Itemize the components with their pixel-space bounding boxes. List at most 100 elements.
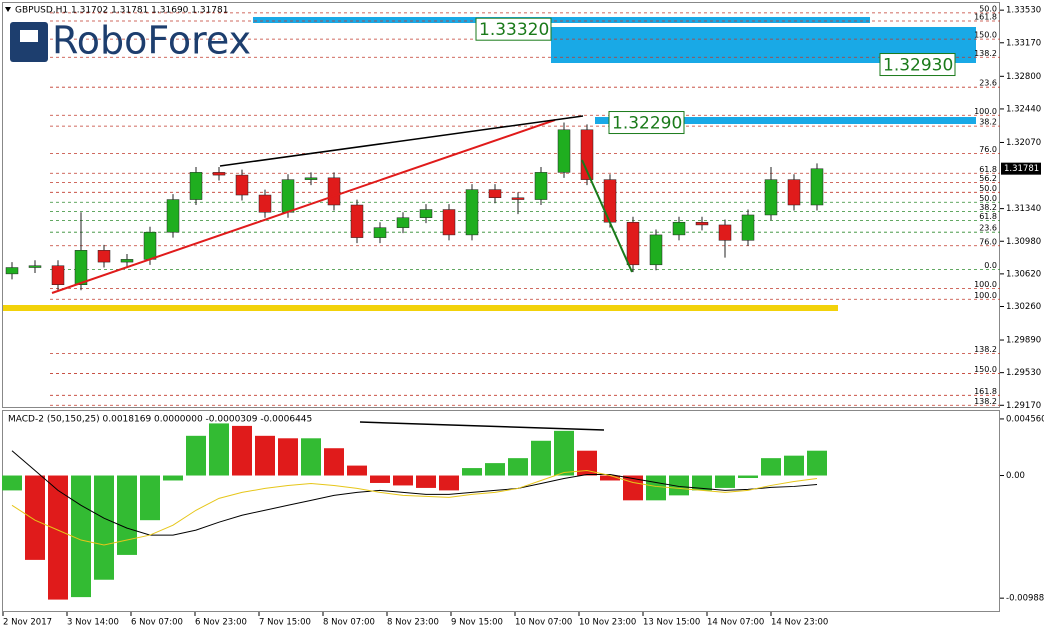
x-tick-label: 13 Nov 15:00 xyxy=(643,618,700,628)
macd-bar xyxy=(278,438,298,476)
candle-body xyxy=(350,204,364,238)
candle-body xyxy=(580,129,594,180)
macd-bar xyxy=(531,440,551,476)
zone xyxy=(253,17,870,23)
macd-bar xyxy=(807,450,827,476)
fibo-label: 23.6 xyxy=(979,79,997,88)
last-price-tag xyxy=(1001,162,1041,175)
y-tick-label: 1.33530 xyxy=(1006,6,1041,16)
macd-bar xyxy=(301,438,321,476)
x-tick-label: 9 Nov 15:00 xyxy=(451,618,503,628)
fibo-label: 100.0 xyxy=(974,107,997,116)
candle-body xyxy=(672,221,686,236)
macd-bar xyxy=(715,475,735,488)
x-tick-label: 6 Nov 23:00 xyxy=(195,618,247,628)
macd-bar xyxy=(393,475,413,486)
candle-body xyxy=(212,172,226,176)
candle-body xyxy=(419,209,433,218)
macd-bar xyxy=(117,475,137,555)
x-tick-label: 14 Nov 07:00 xyxy=(707,618,764,628)
y-tick-label: 1.32800 xyxy=(1006,72,1041,82)
candle-body xyxy=(695,221,709,226)
macd-bar xyxy=(209,423,229,476)
zone xyxy=(595,117,976,124)
candle-body xyxy=(488,189,502,198)
candle-body xyxy=(557,129,571,173)
price-callout-box xyxy=(608,111,685,135)
macd-bar xyxy=(232,425,252,476)
x-tick-label: 8 Nov 23:00 xyxy=(387,618,439,628)
y-tick-label: 1.33170 xyxy=(1006,38,1041,48)
fibo-label: 100.0 xyxy=(974,291,997,300)
fibo-label: 61.8 xyxy=(979,212,997,221)
symbol-header: GBPUSD,H1 1.31702 1.31781 1.31690 1.3178… xyxy=(15,6,228,16)
candle-body xyxy=(120,259,134,263)
candle-body xyxy=(718,224,732,241)
candle-body xyxy=(97,250,111,263)
last-price-label: 1.31781 xyxy=(1004,164,1039,174)
y-tick-label: -0.009884 xyxy=(1006,594,1044,604)
menu-arrow[interactable] xyxy=(5,7,11,12)
candle-body xyxy=(396,217,410,228)
candle-body xyxy=(28,265,42,268)
candle-body xyxy=(764,179,778,216)
fibo-label: 50.0 xyxy=(979,184,997,193)
macd-line xyxy=(11,450,818,536)
price-callout-box xyxy=(879,53,956,77)
macd-divergence-line xyxy=(359,421,605,431)
y-tick-label: 1.31340 xyxy=(1006,204,1041,214)
price-callout: 1.32930 xyxy=(883,56,953,76)
candle-body xyxy=(166,199,180,233)
macd-bar xyxy=(71,475,91,598)
x-tick-label: 8 Nov 07:00 xyxy=(323,618,375,628)
fibo-label: 161.8 xyxy=(974,387,997,396)
x-tick-label: 10 Nov 07:00 xyxy=(515,618,572,628)
trend-line xyxy=(51,119,556,294)
logo: RoboForex xyxy=(10,19,251,63)
macd-panel-frame xyxy=(2,410,1000,612)
price-callout-box xyxy=(475,17,552,41)
macd-bar xyxy=(761,458,781,476)
candle-body xyxy=(465,189,479,236)
overlay: 1.33320 1.32930 1.32290 1.31781 xyxy=(475,17,1041,175)
price-panel-frame xyxy=(2,2,1000,408)
macd-bar xyxy=(2,475,22,491)
candle-body xyxy=(304,177,318,180)
fibo-label: 138.2 xyxy=(974,49,997,58)
macd-bar xyxy=(738,475,758,478)
logo-text: RoboForex xyxy=(52,19,251,63)
macd-bar xyxy=(140,475,160,521)
fibo-label: 50.0 xyxy=(979,4,997,13)
levels: 50.0161.8150.0138.223.6100.038.276.061.8… xyxy=(50,4,1000,406)
macd-bar xyxy=(669,475,689,496)
macd-line xyxy=(11,470,818,546)
candles xyxy=(5,122,824,291)
candle-body xyxy=(143,231,157,260)
y-tick-label: 1.29530 xyxy=(1006,368,1041,378)
macd-bar xyxy=(554,430,574,476)
macd-bar xyxy=(485,463,505,476)
y-tick-label: 1.30620 xyxy=(1006,269,1041,279)
candle-body xyxy=(741,214,755,241)
candle-body xyxy=(258,194,272,213)
macd-bar xyxy=(324,448,344,476)
macd-bar xyxy=(416,475,436,488)
macd-bar xyxy=(577,450,597,476)
macd-bar xyxy=(462,468,482,476)
x-tick-label: 3 Nov 14:00 xyxy=(67,618,119,628)
macd-bar xyxy=(347,465,367,476)
trend-line xyxy=(219,115,584,167)
macd-bar xyxy=(623,475,643,501)
x-tick-label: 10 Nov 23:00 xyxy=(579,618,636,628)
y-tick-label: 1.32070 xyxy=(1006,138,1041,148)
fibo-label: 50.0 xyxy=(979,194,997,203)
macd-bar xyxy=(600,475,620,481)
fibo-label: 100.0 xyxy=(974,280,997,289)
candle-body xyxy=(442,209,456,236)
y-tick-label: 0.00 xyxy=(1006,471,1025,481)
fibo-label: 138.2 xyxy=(974,345,997,354)
trend-lines xyxy=(51,115,633,431)
logo-mark-cut xyxy=(20,30,38,42)
x-tick-label: 7 Nov 15:00 xyxy=(259,618,311,628)
